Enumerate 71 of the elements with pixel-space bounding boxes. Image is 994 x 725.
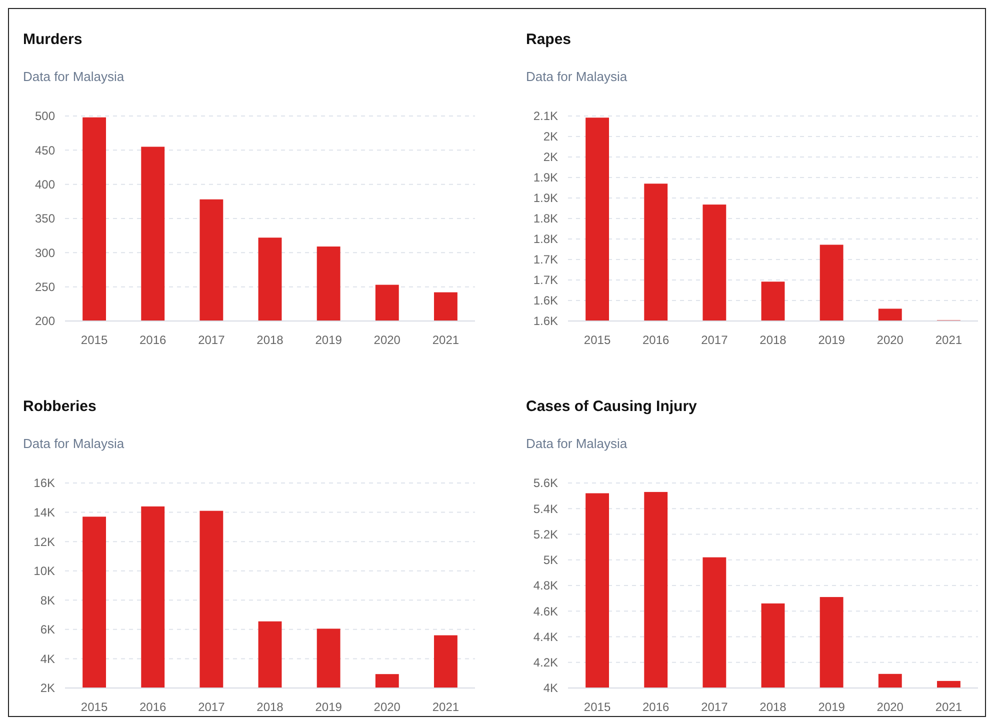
y-tick-label: 10K	[34, 564, 55, 578]
y-tick-label: 4.4K	[533, 630, 558, 644]
y-tick-label: 5K	[543, 553, 558, 568]
chart-subtitle: Data for Malaysia	[23, 69, 125, 84]
x-tick-label: 2019	[315, 333, 342, 347]
y-tick-label: 1.8K	[533, 212, 558, 226]
y-tick-label: 1.9K	[533, 191, 558, 206]
y-tick-label: 2K	[543, 130, 558, 144]
y-tick-label: 16K	[34, 476, 55, 490]
chart-subtitle: Data for Malaysia	[526, 436, 628, 451]
x-tick-label: 2016	[642, 700, 670, 714]
chart-title: Robberies	[23, 398, 96, 415]
y-tick-label: 14K	[34, 505, 55, 520]
x-tick-label: 2020	[876, 333, 904, 347]
x-tick-label: 2017	[701, 333, 728, 347]
y-tick-label: 250	[34, 280, 56, 294]
y-tick-label: 1.9K	[533, 170, 558, 185]
y-tick-label: 2K	[40, 681, 55, 696]
chart-subtitle: Data for Malaysia	[526, 69, 628, 84]
x-tick-label: 2015	[584, 333, 611, 347]
x-tick-label: 2021	[432, 333, 460, 347]
x-tick-label: 2017	[198, 333, 226, 347]
x-tick-label: 2015	[584, 700, 611, 714]
y-tick-label: 12K	[34, 534, 55, 549]
y-tick-label: 1.7K	[533, 273, 558, 288]
chart-title: Rapes	[526, 31, 572, 48]
x-tick-label: 2020	[876, 700, 904, 714]
x-tick-label: 2017	[701, 700, 728, 714]
x-tick-label: 2018	[760, 333, 787, 347]
x-tick-label: 2019	[315, 700, 342, 714]
chart-subtitle: Data for Malaysia	[23, 436, 125, 451]
x-tick-label: 2019	[818, 333, 846, 347]
x-tick-label: 2016	[140, 333, 167, 347]
y-tick-label: 6K	[40, 622, 55, 637]
x-tick-label: 2018	[760, 700, 787, 714]
x-tick-label: 2018	[256, 333, 284, 347]
x-tick-label: 2018	[256, 700, 284, 714]
x-tick-label: 2020	[374, 700, 401, 714]
y-tick-label: 2K	[543, 150, 558, 164]
y-tick-label: 4K	[543, 681, 558, 696]
x-tick-label: 2021	[935, 333, 962, 347]
x-tick-label: 2016	[140, 700, 167, 714]
x-tick-label: 2020	[374, 333, 401, 347]
y-tick-label: 400	[34, 178, 56, 192]
y-tick-label: 8K	[40, 593, 55, 608]
y-tick-label: 450	[34, 143, 56, 158]
y-tick-label: 2.1K	[533, 109, 558, 124]
x-tick-label: 2015	[80, 333, 108, 347]
y-tick-label: 4.8K	[533, 578, 558, 593]
y-tick-label: 4.6K	[533, 604, 558, 618]
x-tick-label: 2017	[198, 700, 226, 714]
y-tick-label: 5.6K	[533, 476, 558, 490]
y-tick-label: 300	[34, 246, 56, 260]
y-tick-label: 4K	[40, 652, 55, 666]
y-tick-label: 5.2K	[533, 527, 558, 542]
x-tick-label: 2019	[818, 700, 846, 714]
y-tick-label: 1.6K	[533, 314, 558, 328]
x-tick-label: 2021	[935, 700, 962, 714]
x-tick-label: 2015	[80, 700, 108, 714]
y-tick-label: 4.2K	[533, 656, 558, 670]
y-tick-label: 350	[34, 212, 56, 226]
y-tick-label: 500	[34, 109, 56, 124]
y-tick-label: 1.6K	[533, 294, 558, 308]
y-tick-label: 5.4K	[533, 502, 558, 516]
chart-title: Murders	[23, 31, 82, 48]
x-tick-label: 2016	[642, 333, 670, 347]
chart-title: Cases of Causing Injury	[526, 398, 698, 415]
y-tick-label: 1.7K	[533, 252, 558, 267]
y-tick-label: 1.8K	[533, 232, 558, 246]
x-tick-label: 2021	[432, 700, 460, 714]
y-tick-label: 200	[34, 314, 56, 328]
